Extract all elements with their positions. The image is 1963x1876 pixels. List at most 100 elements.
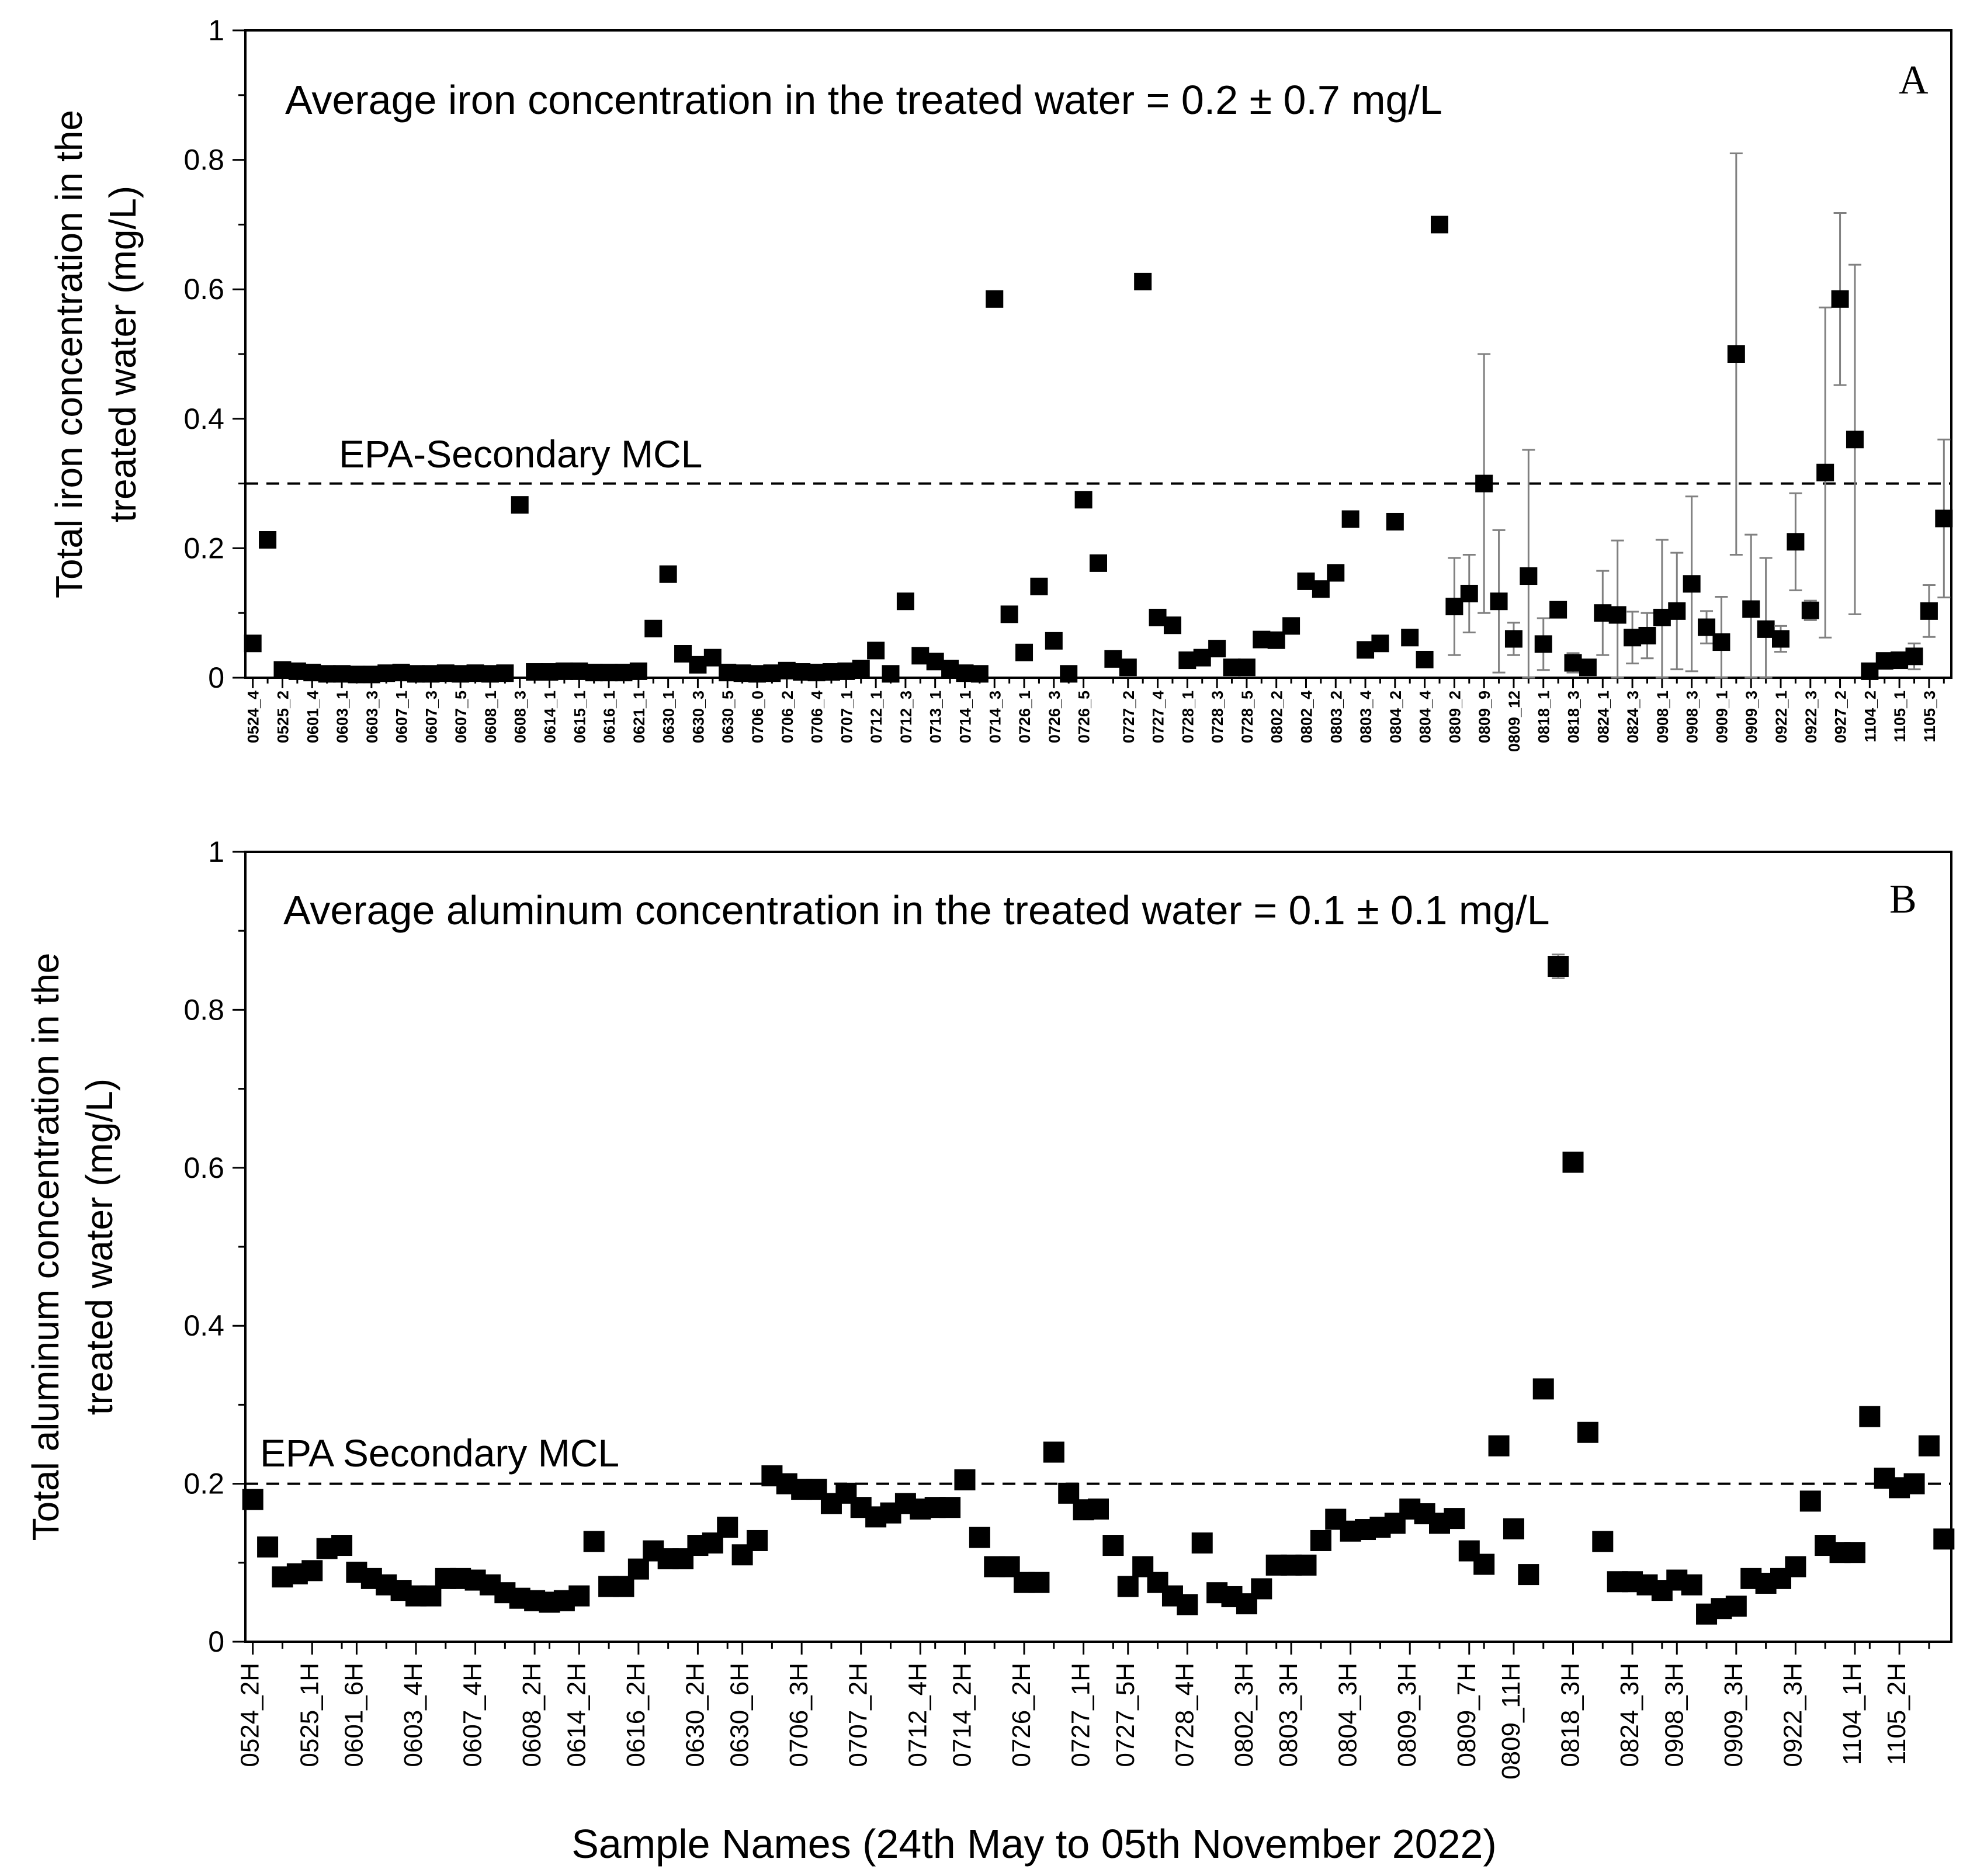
data-point	[1297, 572, 1315, 590]
x-tick-label: 0908_3H	[1660, 1663, 1688, 1767]
x-tick-label: 0616_2H	[622, 1663, 650, 1767]
data-point	[301, 1560, 323, 1582]
x-tick-label: 0707_2H	[844, 1663, 873, 1767]
data-point	[1178, 651, 1196, 670]
data-point	[837, 662, 855, 680]
panel-b-ylabel-line2: treated water (mg/L)	[78, 1079, 120, 1415]
error-bar	[1759, 557, 1773, 679]
data-point	[348, 665, 366, 684]
panel-b-chart: 0 0.2 0.4 0.6 0.8 1 0524_2H 0525_1H 0601_6H 0603…	[25, 835, 1955, 1780]
data-point	[1251, 1578, 1272, 1600]
x-tick-label: 0818_1	[1535, 691, 1553, 743]
data-point	[926, 653, 944, 671]
x-tick-label: 0615_1	[571, 691, 588, 743]
data-point	[763, 664, 781, 682]
x-tick-label: 0608_2H	[518, 1663, 546, 1767]
y-tick-label: 0.4	[183, 1309, 224, 1342]
x-tick-label: 0524_4	[245, 691, 262, 743]
data-point	[466, 664, 484, 682]
data-point	[1534, 635, 1552, 653]
data-point	[629, 662, 647, 680]
data-point	[1653, 608, 1671, 626]
data-point	[1520, 567, 1538, 585]
x-tick-label: 0803_2	[1327, 691, 1345, 743]
data-point	[570, 662, 588, 680]
data-point	[1562, 1152, 1584, 1173]
data-point	[1624, 629, 1642, 647]
data-point	[674, 645, 692, 663]
x-tick-label: 0524_2H	[236, 1663, 265, 1767]
data-point	[422, 665, 440, 683]
data-point	[1341, 510, 1359, 528]
x-axis-title: Sample Names (24th May to 05th November …	[571, 1821, 1497, 1867]
x-tick-label: 0630_6H	[726, 1663, 754, 1767]
x-tick-label: 0726_3	[1046, 691, 1063, 743]
data-point	[1310, 1530, 1331, 1551]
x-tick-label: 0818_3	[1565, 691, 1583, 743]
x-tick-label: 1105_2H	[1882, 1663, 1911, 1765]
data-point	[1638, 626, 1656, 644]
data-point	[956, 664, 974, 682]
x-tick-label: 0525_1H	[295, 1663, 324, 1767]
x-tick-label: 0630_2H	[681, 1663, 709, 1767]
data-point	[615, 664, 633, 682]
panel-b-frame	[244, 851, 1952, 1643]
data-point	[1905, 647, 1923, 665]
x-tick-label: 0630_3	[689, 691, 707, 743]
x-tick-label: 0728_1	[1179, 691, 1196, 743]
x-tick-label: 0909_3	[1743, 691, 1760, 743]
panel-a-chart: 00.20.40.60.81 0524_4 0525_2 0601_4 0603_1 0…	[48, 14, 1953, 752]
data-point	[719, 664, 737, 682]
data-point	[1683, 575, 1701, 593]
data-point	[1742, 600, 1760, 618]
data-point	[600, 664, 618, 682]
data-point	[1208, 640, 1226, 658]
data-point	[1191, 1532, 1213, 1553]
data-point	[911, 647, 930, 665]
data-point	[1503, 1518, 1524, 1539]
data-point	[1920, 602, 1938, 620]
data-point	[1444, 1508, 1465, 1530]
data-point	[1668, 602, 1686, 620]
data-point	[1475, 474, 1493, 493]
data-point	[1918, 1435, 1940, 1457]
panel-b-y-ticks: 0 0.2 0.4 0.6 0.8 1	[183, 835, 245, 1658]
x-tick-label: 0712_3	[897, 691, 915, 743]
x-tick-label: 1104_1H	[1838, 1663, 1867, 1765]
x-tick-label: 0726_2H	[1007, 1663, 1036, 1767]
data-point	[1577, 1421, 1598, 1443]
data-point	[1460, 584, 1478, 602]
x-tick-label: 0809_11H	[1497, 1663, 1525, 1780]
x-tick-label: 0728_4H	[1170, 1663, 1199, 1767]
y-tick-label: 0.8	[183, 993, 224, 1026]
x-tick-label: 0824_3H	[1615, 1663, 1644, 1767]
x-tick-label: 0804_2	[1387, 691, 1404, 743]
data-point	[1831, 290, 1849, 308]
data-point	[1772, 630, 1789, 648]
data-point	[1030, 577, 1048, 595]
data-point	[644, 619, 663, 637]
data-point	[1043, 1441, 1064, 1463]
x-tick-label: 0803_4	[1357, 691, 1375, 743]
x-tick-label: 1105_1	[1891, 691, 1909, 743]
data-point	[1548, 956, 1569, 977]
panel-a-letter: A	[1899, 58, 1929, 103]
data-point	[1134, 272, 1152, 290]
x-tick-label: 0607_1	[393, 691, 411, 743]
data-point	[627, 1558, 649, 1580]
data-point	[583, 1531, 605, 1552]
x-tick-label: 0630_5	[719, 691, 737, 743]
x-tick-label: 0804_4	[1417, 691, 1434, 743]
y-tick-label: 0	[208, 1625, 224, 1658]
data-point	[1117, 1576, 1139, 1597]
x-tick-label: 0714_2H	[948, 1663, 976, 1767]
data-point	[377, 664, 396, 682]
data-point	[1727, 345, 1745, 363]
x-tick-label: 0922_1	[1773, 691, 1790, 743]
data-point	[1445, 598, 1463, 616]
data-point	[969, 1527, 990, 1548]
data-point	[1564, 654, 1582, 672]
x-tick-label: 0603_3	[363, 691, 381, 743]
x-tick-label: 0922_3	[1802, 691, 1820, 743]
